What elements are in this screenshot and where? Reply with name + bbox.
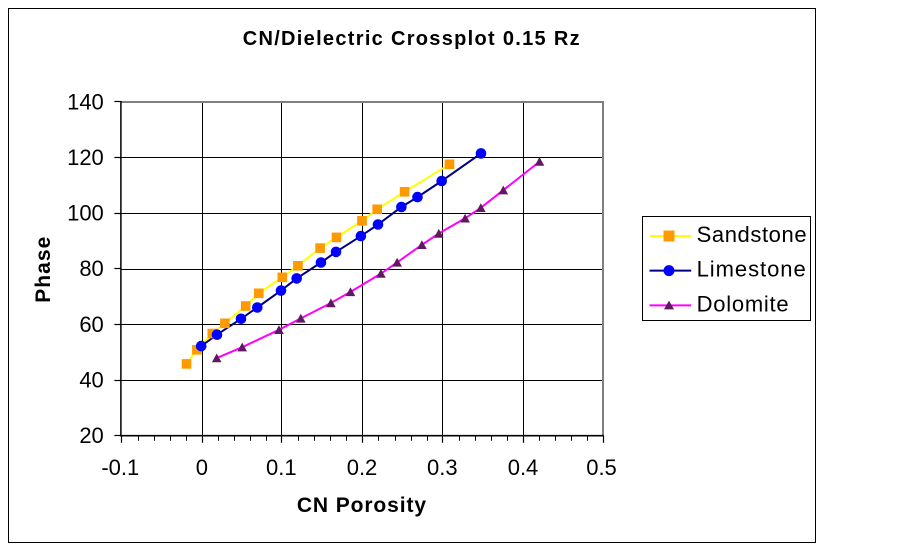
svg-text:60: 60 xyxy=(79,312,103,337)
svg-text:0.2: 0.2 xyxy=(347,455,378,480)
svg-text:Sandstone: Sandstone xyxy=(697,222,808,247)
svg-text:0.5: 0.5 xyxy=(586,455,617,480)
svg-text:100: 100 xyxy=(67,201,104,226)
svg-text:Phase: Phase xyxy=(32,236,55,303)
svg-text:CN/Dielectric Crossplot 0.15 R: CN/Dielectric Crossplot 0.15 Rz xyxy=(243,28,581,50)
svg-text:0.3: 0.3 xyxy=(427,455,458,480)
svg-text:-0.1: -0.1 xyxy=(101,455,139,480)
svg-text:Dolomite: Dolomite xyxy=(697,291,790,316)
svg-text:Limestone: Limestone xyxy=(697,257,807,282)
svg-text:20: 20 xyxy=(79,423,103,448)
svg-text:0: 0 xyxy=(196,455,208,480)
svg-text:0.4: 0.4 xyxy=(508,455,539,480)
svg-text:140: 140 xyxy=(67,89,104,114)
svg-text:CN Porosity: CN Porosity xyxy=(297,494,427,517)
svg-text:120: 120 xyxy=(67,145,104,170)
svg-text:0.1: 0.1 xyxy=(266,455,297,480)
svg-text:40: 40 xyxy=(79,368,103,393)
svg-text:80: 80 xyxy=(79,256,103,281)
